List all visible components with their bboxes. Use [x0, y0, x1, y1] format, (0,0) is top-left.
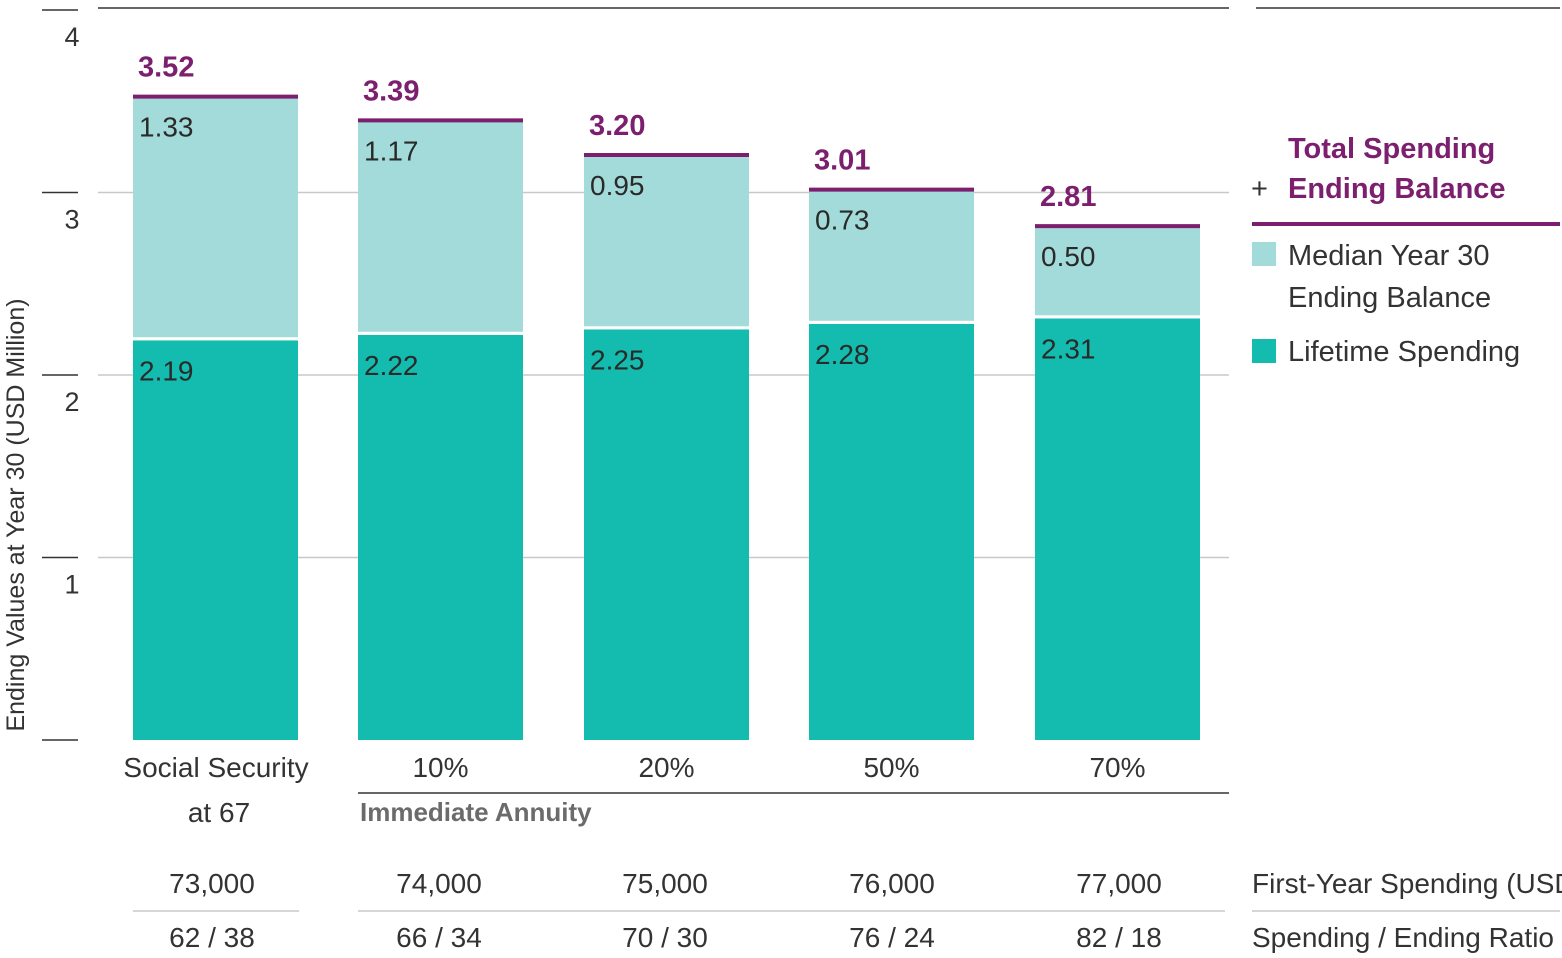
table-cell: 73,000	[169, 868, 255, 899]
category-label-line1: Social Security	[123, 752, 308, 783]
lifetime-spending-label: 2.25	[590, 344, 645, 375]
legend-title-line2: Ending Balance	[1288, 173, 1506, 205]
y-tick-label: 1	[64, 570, 79, 600]
total-value-label: 3.52	[138, 52, 194, 84]
category-label: 10%	[412, 752, 468, 783]
legend: Total Spending + Ending Balance Median Year…	[1251, 133, 1560, 368]
table-row-label: Spending / Ending Ratio	[1252, 922, 1554, 953]
ending-balance-label: 0.50	[1041, 241, 1096, 272]
lifetime-spending-label: 2.22	[364, 350, 419, 381]
y-axis: 1 2 3 4 Ending Values at Year 30 (USD Millio…	[2, 9, 80, 741]
legend-lifetime-spending: Lifetime Spending	[1288, 336, 1520, 368]
total-value-label: 3.39	[363, 75, 419, 107]
table-cell: 74,000	[396, 868, 482, 899]
bar-lifetime-spending	[584, 329, 749, 740]
bar-ending-balance	[584, 156, 749, 327]
y-tick-label: 3	[64, 205, 79, 235]
legend-plus-icon: +	[1251, 173, 1268, 205]
total-value-label: 2.81	[1040, 181, 1096, 213]
bar-lifetime-spending	[1035, 318, 1200, 740]
ending-balance-label: 0.73	[815, 205, 870, 236]
category-label: 20%	[638, 752, 694, 783]
bar-ending-balance	[1035, 227, 1200, 316]
category-label-line2: at 67	[188, 797, 250, 828]
total-value-label: 3.20	[589, 110, 645, 142]
category-labels: Social Security at 67 10% 20% 50% 70% Immediat…	[123, 752, 1229, 828]
bar-lifetime-spending	[358, 334, 523, 740]
bar-ending-balance	[358, 121, 523, 332]
table-cell: 66 / 34	[396, 922, 482, 953]
legend-title-line1: Total Spending	[1288, 133, 1495, 165]
y-axis-label: Ending Values at Year 30 (USD Million)	[2, 298, 30, 731]
table-cell: 82 / 18	[1076, 922, 1162, 953]
legend-swatch-lifetime-spending	[1252, 339, 1276, 363]
table-cell: 76,000	[849, 868, 935, 899]
table-row-label: First-Year Spending (USD)	[1252, 868, 1562, 899]
bar-ending-balance	[133, 97, 298, 338]
legend-swatch-ending-balance	[1252, 242, 1276, 266]
table-cell: 62 / 38	[169, 922, 255, 953]
ending-balance-label: 1.17	[364, 135, 419, 166]
table-cell: 70 / 30	[622, 922, 708, 953]
table-cell: 77,000	[1076, 868, 1162, 899]
category-label: 70%	[1089, 752, 1145, 783]
data-table: 73,000 74,000 75,000 76,000 77,000 First-Year…	[133, 868, 1562, 953]
lifetime-spending-label: 2.19	[139, 355, 194, 386]
y-tick-label: 2	[64, 387, 79, 417]
bar-ending-balance	[809, 190, 974, 321]
ending-balance-label: 1.33	[139, 112, 194, 143]
lifetime-spending-label: 2.31	[1041, 333, 1096, 364]
bars: 2.19 1.33 3.52 2.22 1.17 3.39 2.25 0.95 3.20 2.28…	[133, 52, 1200, 740]
table-cell: 76 / 24	[849, 922, 935, 953]
group-label: Immediate Annuity	[360, 797, 592, 827]
lifetime-spending-label: 2.28	[815, 339, 870, 370]
ending-balance-label: 0.95	[590, 170, 645, 201]
category-label: 50%	[863, 752, 919, 783]
table-cell: 75,000	[622, 868, 708, 899]
bar-lifetime-spending	[133, 340, 298, 740]
legend-ending-balance-line1: Median Year 30	[1288, 240, 1490, 272]
total-value-label: 3.01	[814, 145, 870, 177]
legend-ending-balance-line2: Ending Balance	[1288, 282, 1491, 314]
bar-lifetime-spending	[809, 323, 974, 740]
y-tick-label: 4	[64, 22, 79, 52]
